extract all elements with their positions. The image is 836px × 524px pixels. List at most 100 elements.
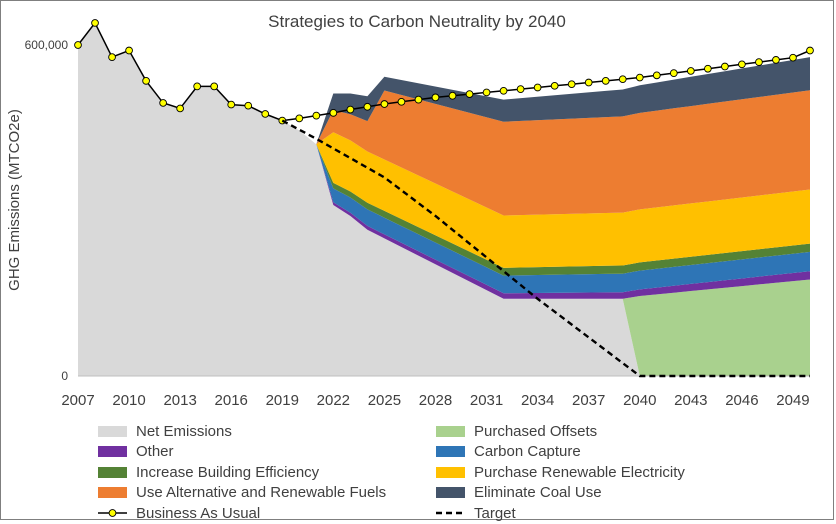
legend-swatch bbox=[98, 487, 127, 499]
area-use-alternative-and-renewable-fuels bbox=[78, 22, 810, 216]
bau-point bbox=[431, 93, 440, 102]
bau-point bbox=[584, 78, 593, 87]
legend-item-purchased-offsets: Purchased Offsets bbox=[436, 421, 774, 442]
legend-swatch bbox=[98, 425, 127, 437]
bau-point bbox=[159, 99, 167, 107]
bau-point bbox=[806, 46, 814, 55]
x-tick-label: 2010 bbox=[112, 392, 145, 409]
bau-point bbox=[261, 110, 270, 118]
x-tick-label: 2031 bbox=[470, 392, 503, 409]
legend-label: Purchase Renewable Electricity bbox=[474, 463, 685, 481]
x-tick-label: 2016 bbox=[215, 392, 248, 409]
bau-point bbox=[533, 83, 542, 92]
bau-point bbox=[721, 62, 729, 71]
legend-swatch bbox=[98, 446, 127, 458]
x-tick-label: 2046 bbox=[725, 392, 758, 409]
bau-point bbox=[193, 82, 202, 91]
legend-item-target: Target bbox=[436, 503, 774, 524]
legend-target-dash-icon bbox=[436, 512, 465, 515]
x-tick-label: 2019 bbox=[266, 392, 299, 409]
bau-point bbox=[363, 102, 372, 111]
legend-item-eliminate-coal-use: Eliminate Coal Use bbox=[436, 483, 774, 504]
bau-point bbox=[380, 100, 389, 108]
target-line bbox=[281, 119, 810, 378]
legend-bau-line-icon bbox=[98, 509, 127, 518]
x-tick-label: 2034 bbox=[521, 392, 554, 409]
axes: 2007 2010 2013 2016 2019 2022 2025 2028 2031 2034… bbox=[25, 38, 810, 409]
bau-point bbox=[772, 56, 780, 64]
bau-point bbox=[755, 58, 763, 66]
x-tick-label: 2022 bbox=[317, 392, 350, 409]
x-tick-label: 2025 bbox=[368, 392, 401, 409]
bau-point bbox=[91, 19, 99, 27]
legend: Net Emissions Purchased Offsets Other Carbo… bbox=[98, 421, 818, 524]
y-tick-label: 600,000 bbox=[25, 38, 69, 52]
bau-point bbox=[125, 46, 133, 55]
bau-point bbox=[312, 111, 321, 120]
bau-point bbox=[601, 77, 610, 85]
bau-point bbox=[516, 85, 525, 93]
legend-label: Increase Building Efficiency bbox=[136, 463, 320, 481]
x-tick-label: 2028 bbox=[419, 392, 452, 409]
bau-point bbox=[567, 80, 576, 89]
legend-swatch bbox=[436, 466, 465, 478]
bau-point bbox=[550, 81, 559, 90]
area-net-emissions bbox=[78, 22, 810, 377]
legend-label: Business As Usual bbox=[136, 504, 261, 522]
bau-point bbox=[227, 100, 236, 109]
legend-item-increase-building-efficiency: Increase Building Efficiency bbox=[98, 462, 436, 483]
bau-point bbox=[652, 71, 661, 80]
area-purchase-renewable-electricity bbox=[78, 22, 810, 268]
legend-swatch bbox=[98, 466, 127, 478]
bau-point bbox=[704, 64, 712, 73]
bau-point bbox=[74, 41, 82, 49]
legend-item-other: Other bbox=[98, 442, 436, 463]
x-tick-label: 2037 bbox=[572, 392, 605, 409]
x-tick-label: 2007 bbox=[61, 392, 94, 409]
bau-point bbox=[635, 73, 644, 82]
bau-point bbox=[295, 114, 304, 123]
bau-point bbox=[176, 104, 184, 113]
legend-label: Eliminate Coal Use bbox=[474, 484, 602, 502]
area-carbon-capture bbox=[78, 22, 810, 294]
area-purchased-offsets bbox=[78, 22, 810, 377]
x-tick-label: 2043 bbox=[674, 392, 707, 409]
bau-point bbox=[210, 82, 219, 91]
bau-point bbox=[686, 67, 695, 75]
legend-item-business-as-usual: Business As Usual bbox=[98, 503, 436, 524]
bau-point bbox=[618, 75, 627, 84]
legend-item-carbon-capture: Carbon Capture bbox=[436, 442, 774, 463]
bau-point bbox=[789, 53, 797, 62]
bau-point bbox=[482, 88, 491, 97]
bau-point bbox=[397, 97, 406, 106]
bau-point bbox=[142, 77, 150, 85]
legend-swatch bbox=[436, 446, 465, 458]
legend-label: Target bbox=[474, 504, 516, 522]
bau-point bbox=[499, 86, 508, 95]
bau-point bbox=[669, 69, 678, 77]
bau-point bbox=[346, 105, 355, 114]
bau-point bbox=[244, 101, 253, 110]
bau-point bbox=[738, 60, 746, 69]
chart-title: Strategies to Carbon Neutrality by 2040 bbox=[268, 12, 566, 31]
y-tick-label: 0 bbox=[61, 369, 68, 383]
area-eliminate-coal-use bbox=[78, 22, 810, 145]
legend-label: Use Alternative and Renewable Fuels bbox=[136, 484, 387, 502]
legend-item-purchase-renewable-electricity: Purchase Renewable Electricity bbox=[436, 462, 774, 483]
bau-point bbox=[448, 91, 457, 100]
lines bbox=[74, 19, 814, 378]
legend-swatch bbox=[436, 425, 465, 437]
bau-point bbox=[465, 90, 474, 98]
bau-point bbox=[414, 95, 423, 104]
bau-point bbox=[329, 109, 338, 117]
legend-label: Carbon Capture bbox=[474, 443, 581, 461]
x-tick-label: 2040 bbox=[623, 392, 656, 409]
legend-label: Other bbox=[136, 443, 174, 461]
legend-swatch bbox=[436, 487, 465, 499]
bau-point bbox=[108, 53, 116, 61]
legend-item-use-alternative-and-renewable-fuels: Use Alternative and Renewable Fuels bbox=[98, 483, 436, 504]
legend-item-net-emissions: Net Emissions bbox=[98, 421, 436, 442]
legend-label: Net Emissions bbox=[136, 422, 232, 440]
